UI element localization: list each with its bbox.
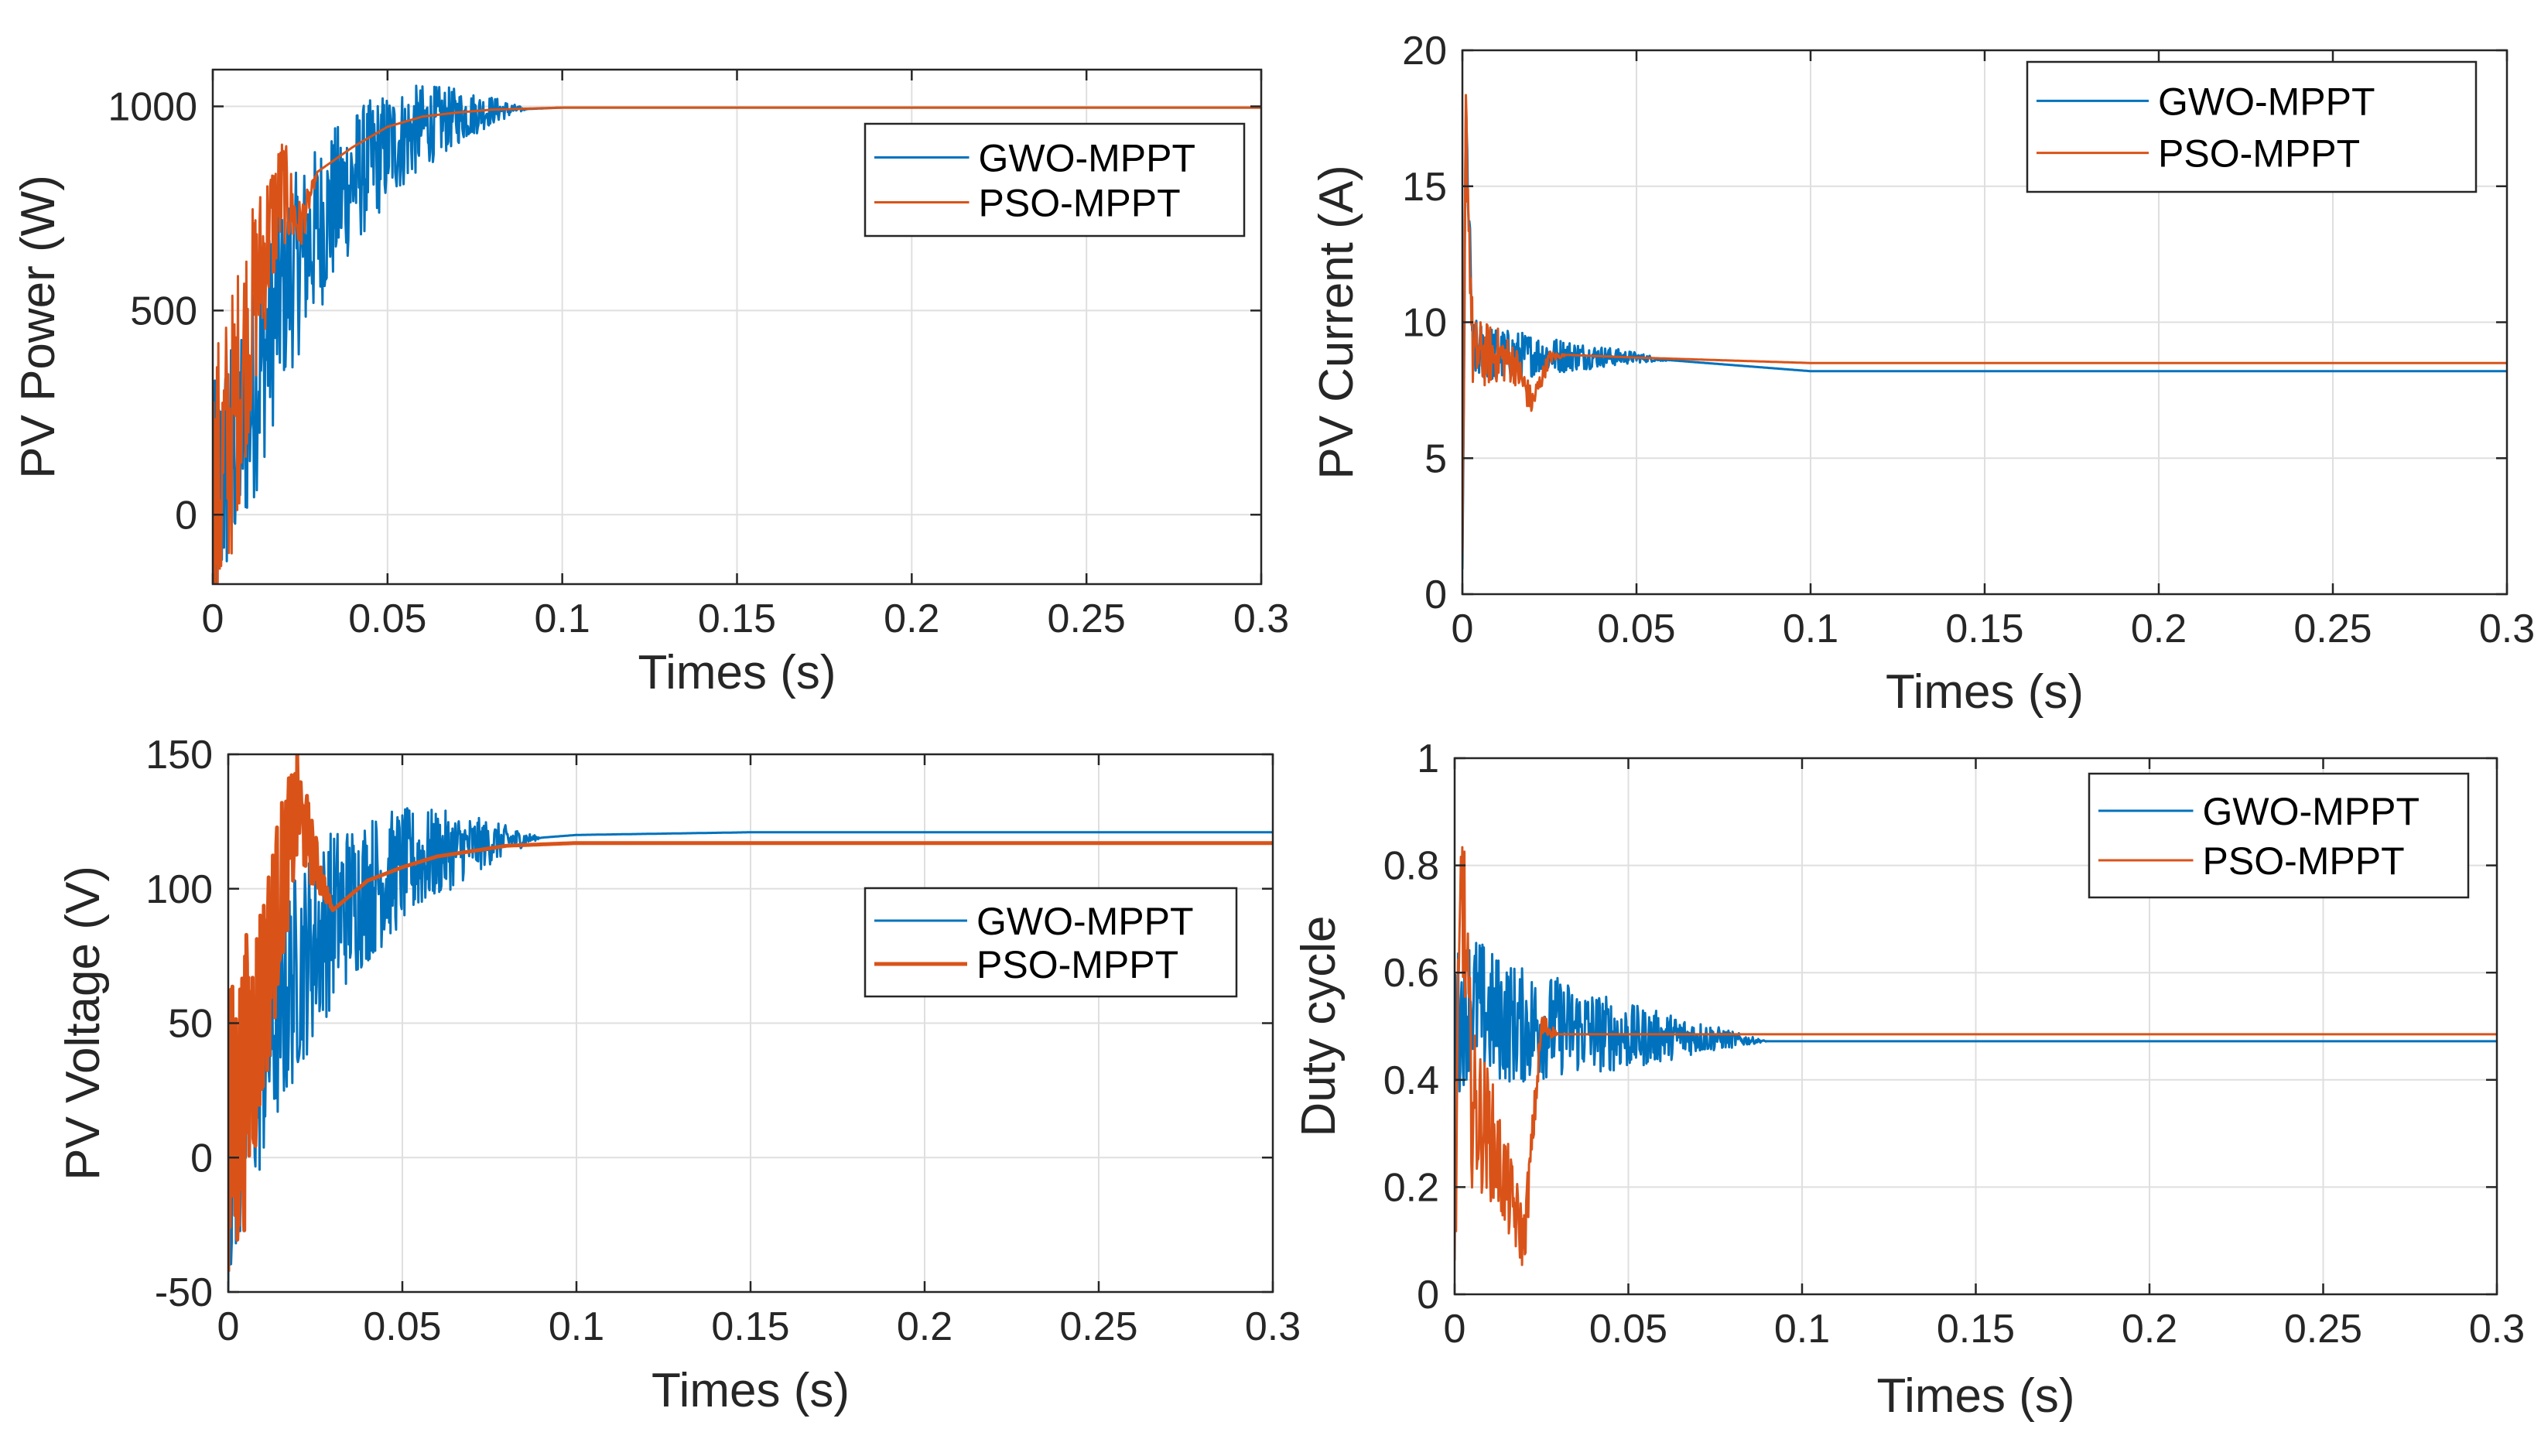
x-tick-label: 0.15 [711,1304,789,1349]
x-axis-label: Times (s) [1877,1369,2075,1423]
legend-box [864,122,1246,238]
legend-entry: GWO-MPPT [2203,790,2420,833]
series-line-gwo-mppt [1462,108,2507,569]
x-tick-label: 0.1 [549,1304,604,1349]
y-tick-label: 1 [1417,737,1439,781]
legend-box [864,887,1238,998]
y-tick-label: 0 [1417,1273,1439,1318]
x-tick-label: 0.3 [2469,1307,2525,1352]
y-tick-label: 0 [175,493,197,538]
chart-panel-1: 0 0.05 0.1 0.15 0.2 0.25 0.3 0 500 1000 Times (s) P… [12,68,1289,699]
x-tick-label: 0.05 [348,596,426,641]
y-axis-label: Duty cycle [1292,916,1346,1137]
x-tick-label: 0.2 [2131,607,2187,651]
y-tick-label: -50 [155,1270,213,1315]
series-line-pso-mppt [1455,846,2497,1266]
x-tick-label: 0.2 [884,596,939,641]
x-tick-label: 0.15 [698,596,776,641]
y-tick-label: 50 [168,1002,213,1047]
y-axis-label: PV Power (W) [12,175,65,479]
series-line-pso-mppt [213,106,1261,584]
x-axis-label: Times (s) [638,646,836,699]
legend-entry: PSO-MPPT [976,943,1178,986]
x-tick-label: 0.05 [363,1304,441,1349]
x-tick-label: 0.25 [1048,596,1126,641]
x-tick-label: 0.25 [2284,1307,2362,1352]
legend-box [2026,60,2478,193]
series-group [213,84,1261,584]
x-axis-label: Times (s) [651,1364,850,1417]
y-tick-label: 500 [130,289,197,333]
y-tick-label: 100 [145,867,213,912]
x-tick-label: 0.1 [1774,1307,1830,1352]
x-tick-label: 0.1 [1783,607,1838,651]
y-tick-label: 15 [1402,165,1447,210]
x-tick-label: 0 [1452,607,1474,651]
series-line-pso-mppt [1462,94,2507,555]
legend-entry: GWO-MPPT [2158,80,2375,123]
y-tick-label: 0 [1424,572,1447,617]
chart-panel-4: 0 0.05 0.1 0.15 0.2 0.25 0.3 0 0.2 0.4 0.6 0.8 1 Time… [1292,737,2525,1423]
x-tick-label: 0.1 [535,596,590,641]
legend-entry: GWO-MPPT [979,137,1196,180]
series-group [228,754,1273,1292]
x-tick-label: 0.25 [2293,607,2372,651]
series-line-pso-mppt [228,754,1273,1272]
legend-entry: PSO-MPPT [2158,132,2360,176]
legend-entry: GWO-MPPT [976,900,1194,943]
y-tick-label: 0 [190,1136,213,1181]
y-tick-label: 0.6 [1383,951,1439,996]
series-line-gwo-mppt [228,807,1273,1292]
y-tick-label: 0.4 [1383,1058,1439,1103]
y-tick-label: 10 [1402,301,1447,346]
series-group [1462,94,2507,569]
chart-panel-2: 0 0.05 0.1 0.15 0.2 0.25 0.3 0 5 10 15 20 Times (s) P… [1310,29,2535,719]
x-tick-label: 0.2 [897,1304,952,1349]
y-tick-label: 1000 [108,85,197,130]
series-group [1455,846,2497,1266]
x-tick-label: 0 [202,596,224,641]
x-tick-label: 0.25 [1059,1304,1137,1349]
x-tick-label: 0 [1444,1307,1466,1352]
chart-panel-3: 0 0.05 0.1 0.15 0.2 0.25 0.3-50050100150Times … [56,733,1301,1417]
y-tick-label: 0.2 [1383,1165,1439,1210]
x-axis-label: Times (s) [1886,665,2084,719]
x-tick-label: 0.05 [1589,1307,1667,1352]
legend-box [2088,772,2470,899]
y-axis-label: PV Current (A) [1310,165,1363,480]
x-tick-label: 0.3 [1245,1304,1301,1349]
y-tick-label: 0.8 [1383,844,1439,889]
x-tick-label: 0 [217,1304,240,1349]
legend-entry: PSO-MPPT [2203,839,2405,883]
y-tick-label: 5 [1424,436,1447,481]
x-tick-label: 0.2 [2122,1307,2177,1352]
x-tick-label: 0.15 [1937,1307,2015,1352]
x-tick-label: 0.05 [1597,607,1675,651]
x-tick-label: 0.3 [2479,607,2535,651]
y-axis-label: PV Voltage (V) [56,866,110,1181]
x-tick-label: 0.15 [1945,607,2023,651]
y-tick-label: 20 [1402,29,1447,73]
series-line-gwo-mppt [1455,942,2497,1093]
y-tick-label: 150 [145,733,213,778]
x-tick-label: 0.3 [1233,596,1289,641]
legend-entry: PSO-MPPT [979,182,1181,225]
